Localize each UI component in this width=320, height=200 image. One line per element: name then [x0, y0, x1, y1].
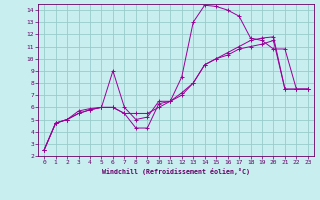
- X-axis label: Windchill (Refroidissement éolien,°C): Windchill (Refroidissement éolien,°C): [102, 168, 250, 175]
